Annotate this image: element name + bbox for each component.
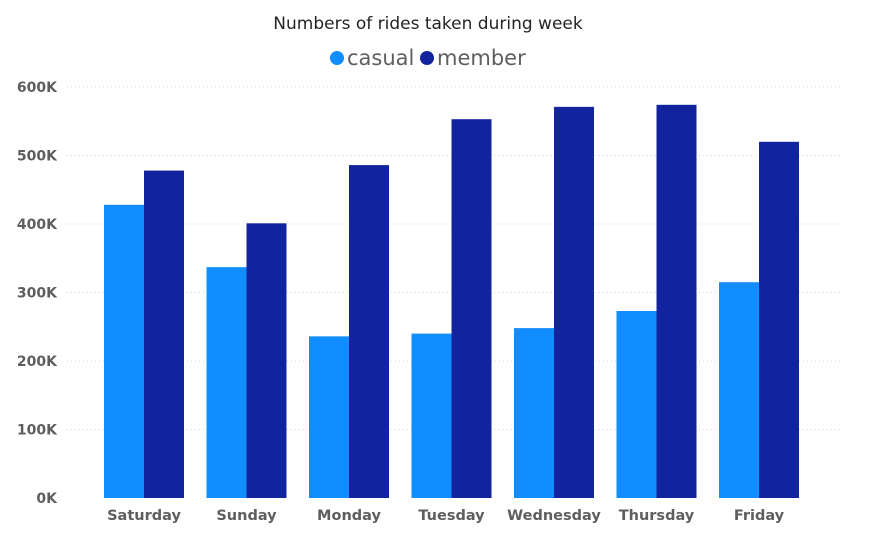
- bar-member-thursday: [656, 104, 697, 498]
- bar-member-friday: [759, 141, 799, 499]
- bar-casual-tuesday: [411, 333, 452, 498]
- x-tick-label-tuesday: Tuesday: [418, 508, 485, 524]
- legend-label-member: member: [437, 46, 526, 70]
- x-tick-label-monday: Monday: [317, 508, 381, 524]
- bar-casual-wednesday: [514, 328, 554, 498]
- legend-marker-member: [420, 51, 434, 65]
- y-tick-label: 400K: [17, 217, 58, 233]
- bar-casual-thursday: [616, 310, 657, 498]
- legend-label-casual: casual: [347, 46, 414, 70]
- y-tick-label: 500K: [17, 149, 58, 165]
- bar-member-monday: [349, 165, 389, 498]
- y-tick-label: 0K: [36, 491, 58, 507]
- x-tick-label-sunday: Sunday: [216, 508, 277, 524]
- legend-marker-casual: [330, 51, 344, 65]
- x-tick-label-wednesday: Wednesday: [507, 508, 601, 524]
- x-tick-label-saturday: Saturday: [107, 508, 181, 524]
- y-axis: 0K 100K 200K 300K 400K 500K 600K: [17, 80, 58, 507]
- x-axis: Saturday Sunday Monday Tuesday Wednesday Thur…: [107, 508, 785, 524]
- y-tick-label: 600K: [17, 80, 58, 96]
- bars: [104, 104, 799, 499]
- x-tick-label-friday: Friday: [734, 508, 785, 524]
- y-tick-label: 200K: [17, 354, 58, 370]
- y-tick-label: 100K: [17, 423, 58, 439]
- bar-member-tuesday: [451, 119, 492, 498]
- bar-casual-friday: [719, 282, 759, 498]
- gridlines: [67, 86, 840, 430]
- bar-casual-sunday: [206, 267, 247, 498]
- bar-member-saturday: [144, 170, 184, 498]
- bar-casual-monday: [309, 336, 349, 498]
- x-tick-label-thursday: Thursday: [619, 508, 695, 524]
- y-tick-label: 300K: [17, 286, 58, 302]
- legend: casual member: [330, 46, 526, 70]
- bar-casual-saturday: [104, 204, 144, 498]
- chart-title: Numbers of rides taken during week: [273, 14, 583, 34]
- bar-member-sunday: [246, 223, 287, 498]
- bar-member-wednesday: [554, 106, 594, 499]
